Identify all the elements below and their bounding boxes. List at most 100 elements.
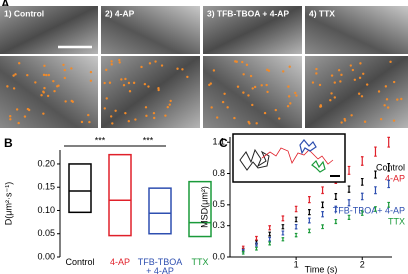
tracked-spot [132,81,136,85]
error-bar-point [321,201,324,209]
error-bar-point [281,230,285,236]
tracked-spot [396,98,399,101]
tracked-spot [160,64,164,67]
tracked-spot [34,81,37,84]
tracked-spot [111,122,114,125]
tracked-spot [9,115,12,118]
tracked-spot [245,63,249,67]
tracked-spot [26,107,30,111]
error-bar-point [387,201,390,208]
tracked-spot [109,115,113,118]
y-tick-label: 0.0 [212,251,225,261]
y-axis-label: D(μm²·s⁻¹) [3,182,13,225]
tracked-spot [122,83,126,87]
tracked-spot [294,91,297,95]
tracked-spot [110,60,113,63]
y-tick-label: 0.8 [212,168,225,178]
image-title: 4) TTX [309,8,335,18]
tracked-spot [118,58,121,62]
tracked-spot [389,60,392,64]
y-tick-label: 0.05 [37,228,55,238]
tracked-spot [278,117,281,120]
error-bar-point [360,210,364,216]
tracked-spot [343,117,346,121]
tracked-spot [154,60,157,63]
tracked-spot [105,68,108,72]
tracked-spot [89,79,93,82]
error-bar-point [294,216,298,223]
error-bar-point [294,223,298,230]
tracked-spot [365,83,369,86]
tracked-spot [118,61,121,64]
tracked-spot [103,81,106,85]
tracked-spot [15,108,19,111]
error-bar-point [308,196,311,204]
legend-entry: TFB-TBOA+ 4-AP [333,205,405,215]
legend-entry: TTX [388,216,405,226]
tracked-spot [105,97,108,100]
tracked-spot [144,106,148,109]
tracked-spot [353,78,357,81]
tracked-spot [6,85,9,88]
x-tick-label: 2 [360,259,365,269]
micrograph [305,6,408,54]
tracked-spot [253,85,257,89]
tracked-spot [221,100,225,104]
tracked-spot [80,120,84,124]
micrograph [101,56,200,128]
tracked-spot [287,95,291,98]
x-axis-label: Time (s) [305,264,338,274]
tracked-spot [267,69,271,72]
micrograph [0,56,98,128]
tracked-spot [223,92,226,95]
tracked-spot [208,83,211,87]
tracked-spot [148,62,152,65]
tracked-spot [315,67,318,71]
tracked-spot [274,108,278,112]
tracked-spot [255,122,258,125]
x-tick-label: TFB-TBOA + 4-AP [138,257,183,274]
tracked-spot [235,60,238,63]
tracked-spot [166,105,169,109]
tracked-spot [247,94,250,97]
micrograph [305,56,408,128]
tracked-spot [215,116,219,119]
trajectory [311,159,326,173]
tracked-spot [143,82,147,86]
tracked-spot [128,90,132,93]
tracked-spot [114,109,117,112]
tracked-spot [251,103,254,107]
tracked-spot [140,65,143,69]
tracked-spot [386,106,390,109]
error-bar-point [308,228,311,234]
error-bar-point [321,211,324,218]
tracked-spot [358,76,362,80]
tracked-spot [47,73,51,77]
error-bar-point [281,224,285,230]
y-tick-label: 0.3 [212,220,225,230]
tracked-spot [12,74,15,77]
panel-a: A 1) Control 2) 4-AP 3) TFB-TBOA + 4-AP … [0,0,408,128]
micrograph [101,6,200,54]
error-bar-point [347,165,351,175]
tracked-spot [362,72,365,75]
tracked-spot [319,104,322,107]
error-bar-point [374,206,377,212]
tracked-spot [127,120,131,123]
error-bar-point [255,235,258,241]
error-bar-point [241,245,245,250]
error-bar-point [374,170,377,179]
tracked-spot [282,70,285,73]
tracked-spot [145,114,148,118]
tracked-spot [242,91,245,94]
tracked-spot [176,67,179,70]
tracked-spot [333,81,336,84]
tracked-spot [392,119,396,122]
image-title: 2) 4-AP [105,8,135,18]
tracked-spot [241,60,244,64]
error-bar-point [360,156,364,166]
tracked-spot [124,77,127,81]
tracked-spot [265,83,268,87]
tracked-spot [315,72,318,75]
trajectory [261,147,334,165]
